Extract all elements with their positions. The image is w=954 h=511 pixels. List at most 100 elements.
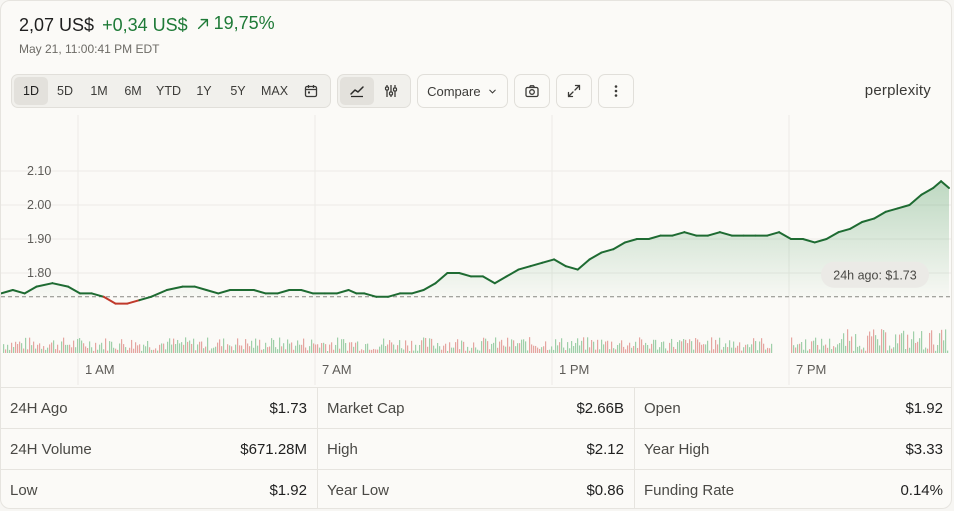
range-button-5d[interactable]: 5D [57, 84, 73, 98]
price-line-segment [102, 295, 117, 305]
stat-24h-ago: 24H Ago $1.73 [1, 388, 318, 429]
volume-bar [675, 349, 677, 353]
volume-bar [347, 350, 349, 353]
camera-icon [524, 85, 539, 98]
volume-bar [279, 337, 281, 353]
indicators-button[interactable] [374, 77, 408, 105]
volume-bar [749, 347, 751, 353]
volume-bar [623, 346, 625, 353]
fullscreen-button[interactable] [555, 74, 592, 108]
volume-bar [165, 349, 167, 353]
volume-bar [691, 341, 693, 353]
volume-bar [429, 338, 431, 353]
volume-bar [101, 342, 103, 353]
volume-bar [511, 339, 513, 353]
range-button-max[interactable]: MAX [261, 84, 289, 98]
volume-bar [317, 344, 319, 353]
stat-value: $2.66B [576, 399, 624, 417]
price-chart[interactable]: 2.10 2.00 1.90 1.80 1 AM 7 AM 1 PM 7 PM 24h ago… [1, 115, 952, 385]
volume-bar [477, 349, 479, 353]
stats-grid: 24H Ago $1.73 Market Cap $2.66B Open $1.92 24H… [1, 387, 951, 508]
volume-bar [371, 349, 373, 353]
range-button-6m[interactable]: 6M [124, 84, 142, 98]
price-line-segment [896, 204, 911, 210]
volume-bar [941, 329, 943, 353]
volume-bar [425, 337, 427, 353]
volume-bar [801, 341, 803, 353]
volume-bar [467, 346, 469, 353]
volume-bar [817, 344, 819, 353]
volume-bar [851, 336, 853, 353]
volume-bar [703, 344, 705, 353]
volume-bar [119, 343, 121, 353]
volume-bar [229, 345, 231, 353]
volume-bar [843, 333, 845, 353]
screenshot-button[interactable] [513, 74, 550, 108]
stat-value: $1.92 [269, 482, 307, 499]
volume-bar [627, 345, 629, 353]
volume-bar [353, 346, 355, 353]
volume-bar [363, 350, 365, 353]
x-tick-label: 7 AM [322, 362, 352, 377]
volume-bar [27, 349, 29, 353]
volume-bar [311, 339, 313, 353]
volume-bar [947, 350, 949, 353]
volume-bar [537, 347, 539, 353]
volume-bar [835, 347, 837, 353]
volume-bar [583, 337, 585, 353]
price-line-segment [205, 289, 220, 295]
volume-bar [847, 329, 849, 353]
chevron-down-icon [488, 89, 496, 94]
volume-bar [655, 339, 657, 353]
line-chart-button[interactable] [340, 77, 375, 105]
compare-button[interactable]: Compare [417, 74, 508, 108]
volume-bar [209, 350, 211, 353]
volume-bar [325, 344, 327, 353]
volume-bar [879, 345, 881, 353]
price-line-segment [908, 193, 923, 206]
price-line-segment [801, 238, 816, 244]
volume-bar [715, 339, 717, 353]
volume-bar [135, 342, 137, 353]
volume-bar [377, 349, 379, 353]
volume-bar [111, 341, 113, 353]
volume-bar [349, 342, 351, 353]
range-button-1d[interactable]: 1D [14, 77, 48, 105]
volume-bar [641, 339, 643, 353]
volume-bar [493, 342, 495, 353]
volume-bar [555, 339, 557, 353]
volume-bar [193, 338, 195, 353]
range-button-ytd[interactable]: YTD [156, 84, 181, 98]
volume-bar [125, 347, 127, 353]
volume-bar [351, 342, 353, 353]
volume-bar [383, 338, 385, 353]
volume-bar [295, 345, 297, 353]
volume-bar [259, 339, 261, 353]
volume-bar [659, 347, 661, 353]
more-options-button[interactable] [597, 74, 634, 108]
volume-bar [533, 345, 535, 353]
volume-bar [11, 342, 13, 353]
price-line-segment [90, 292, 105, 298]
volume-bar [407, 345, 409, 353]
volume-bar [271, 338, 273, 353]
volume-bar [291, 342, 293, 353]
volume-bar [37, 344, 39, 353]
volume-bar [833, 346, 835, 353]
volume-bar [519, 343, 521, 353]
volume-bar [263, 349, 265, 353]
date-range-button[interactable] [294, 77, 328, 105]
volume-bar [513, 340, 515, 353]
range-button-1m[interactable]: 1M [90, 84, 108, 98]
price-line-segment [849, 221, 864, 230]
volume-bar [159, 344, 161, 353]
volume-bar [541, 347, 543, 353]
volume-bar [909, 347, 911, 353]
range-button-1y[interactable]: 1Y [196, 84, 212, 98]
volume-bar [307, 350, 309, 353]
stat-low: Low $1.92 [1, 470, 318, 508]
range-button-5y[interactable]: 5Y [230, 84, 246, 98]
volume-bar [521, 339, 523, 353]
volume-bar [319, 347, 321, 353]
